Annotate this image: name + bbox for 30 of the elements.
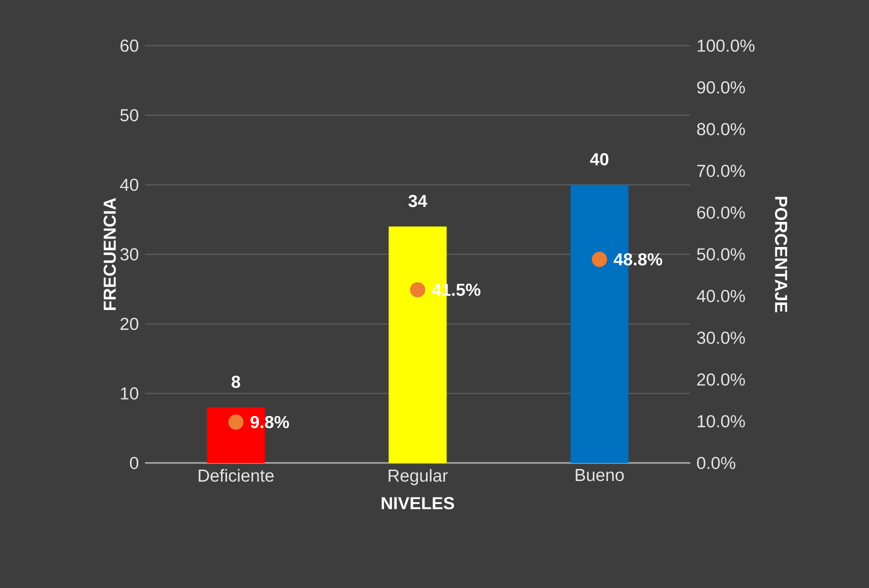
y2-tick-label: 60.0% [697,206,745,219]
y-tick-label: 10 [120,387,138,400]
y2-tick-label: 90.0% [697,81,745,94]
y2-tick-label: 100.0% [698,40,755,52]
point [410,282,426,298]
y2-axis-title: PORCENTAJE [774,196,788,312]
data-label: 34 [408,194,428,208]
point [228,414,244,430]
data-label: 40 [590,153,608,166]
y-tick-label: 0 [130,456,138,470]
point [592,252,608,267]
x-tick-label: Deficiente [198,469,274,482]
x-tick-label: Bueno [576,469,624,482]
y2-tick-label: 20.0% [697,373,745,386]
y2-tick-label: 50.0% [697,248,745,260]
y2-tick-label: 40.0% [696,290,745,302]
y2-tick-label: 0.0% [697,456,736,470]
x-axis-title: NIVELES [382,497,454,510]
y-tick-label: 50 [120,109,138,122]
y2-tick-label: 80.0% [697,122,745,136]
data-label: 8 [232,376,240,388]
y-axis-title: FRECUENCIA [104,198,116,310]
y2-tick-label: 10.0% [698,415,745,428]
y-tick-label: 40 [120,178,138,191]
y-tick-label: 20 [120,318,138,330]
y-tick-label: 30 [120,248,138,260]
y2-tick-label: 30.0% [697,332,745,344]
y2-tick-label: 70.0% [697,164,745,177]
x-tick-label: Regular [388,469,448,486]
y-tick-label: 60 [120,40,138,52]
